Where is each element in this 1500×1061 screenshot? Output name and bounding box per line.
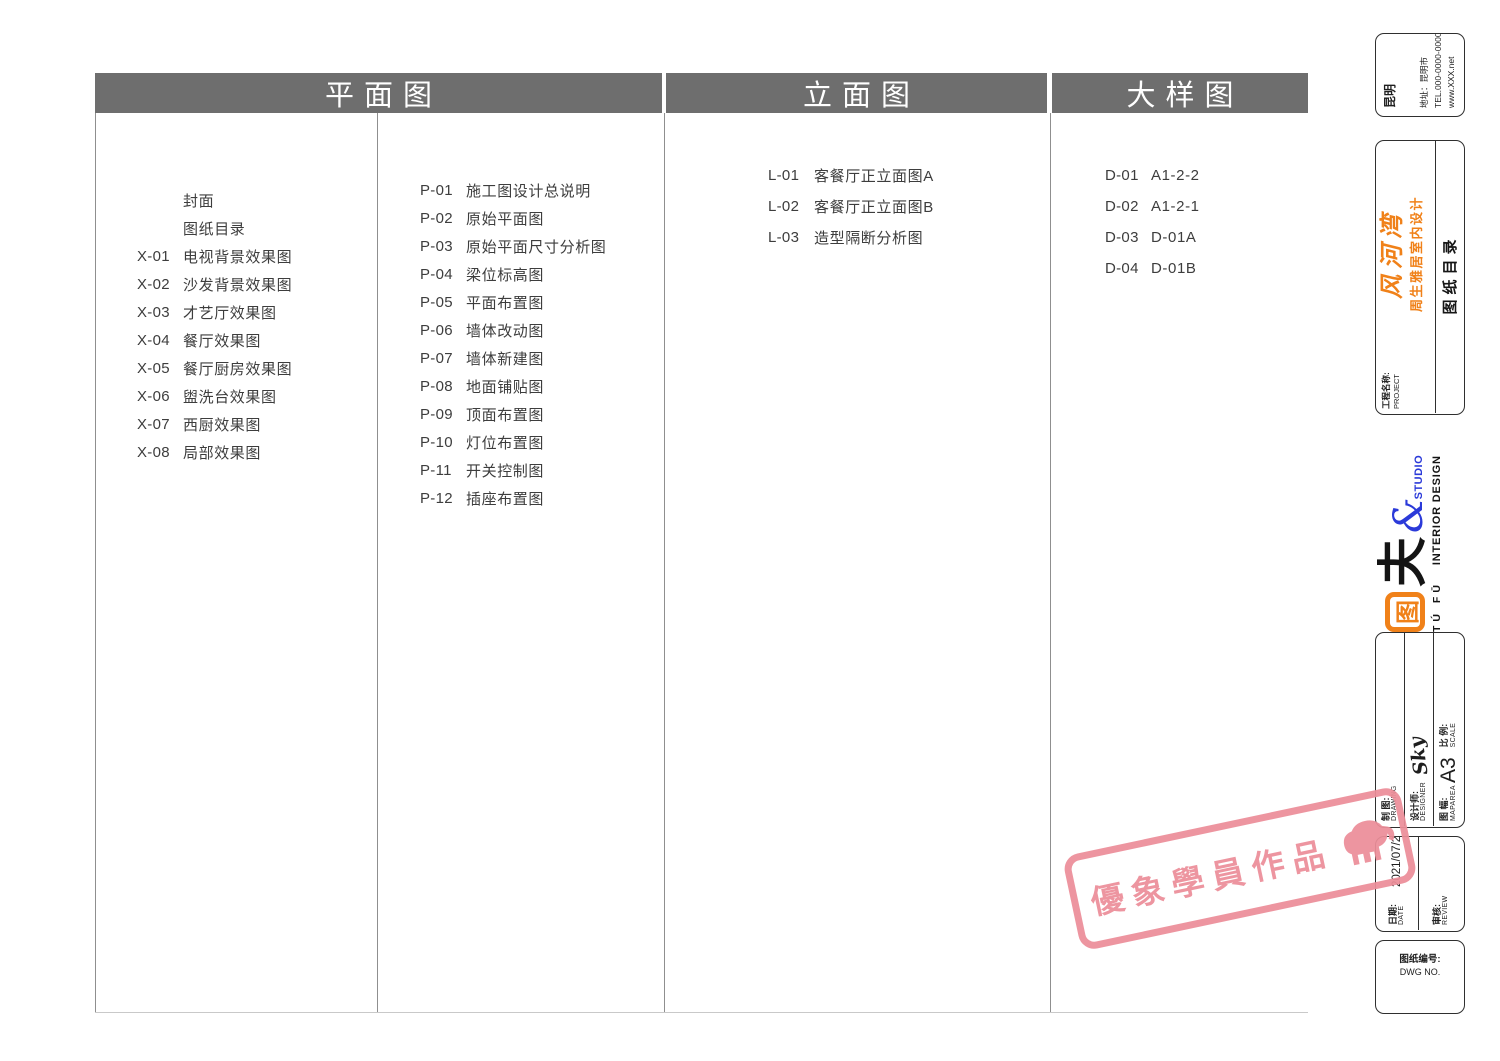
project-label-cn: 工程名称: [1381,372,1391,409]
list-item: P-09 顶面布置图 [420,405,545,424]
list-item: X-03 才艺厅效果图 [137,303,277,322]
logo-fu-glyph: 夫 [1373,537,1432,587]
studio-logo: 图 夫 & STUDIO TÚ FŪ INTERIOR DESIGN [1373,432,1453,632]
list-item: X-02 沙发背景效果图 [137,275,293,294]
list-item: L-02 客餐厅正立面图B [768,198,934,216]
list-item: D-03 D-01A [1105,229,1197,246]
project-box: 工程名称: PROJECT 风河湾 周生雅居室内设计 图纸目录 [1375,140,1465,415]
list-item: P-01 施工图设计总说明 [420,181,591,200]
list-item: P-06 墙体改动图 [420,321,545,340]
field-maparea-value: A3 [1436,757,1460,783]
dwg-no-label-cn: 图纸编号: [1399,954,1441,965]
list-item: X-04 餐厅效果图 [137,331,262,350]
list-item: D-02 A1-2-1 [1105,198,1200,215]
logo-studio-label: STUDIO [1413,454,1425,500]
logo-tu-square-icon: 图 [1385,592,1425,632]
sheet-title: 图纸目录 [1435,141,1462,413]
date-review-box: 日期: DATE 2021/07/27 审核: REVIEW [1375,836,1465,932]
fields-box: 制 图: DRAWING 设计师: DESIGNER Sky 图 幅: MAPA… [1375,632,1465,828]
list-item: P-10 灯位布置图 [420,433,545,452]
field-review: 审核: REVIEW [1431,895,1450,925]
column-header-details: 大样图 [1052,73,1308,113]
plan-sheet-list: P-01 施工图设计总说明 P-02 原始平面图 P-03 原始平面尺寸分析图 P-04 梁位… [420,176,606,512]
logo-pinyin: TÚ FŪ [1431,581,1443,632]
list-item: D-04 D-01B [1105,260,1197,277]
elevation-sheet-list: L-01 客餐厅正立面图A L-02 客餐厅正立面图B L-03 造型隔断分析图 [768,160,934,253]
company-city: 昆明 [1383,83,1397,108]
column-header-elevations: 立面图 [666,73,1047,113]
detail-sheet-list: D-01 A1-2-2 D-02 A1-2-1 D-03 D-01A D-04 D-01B [1105,160,1200,284]
list-item: P-04 梁位标高图 [420,265,545,284]
project-label-en: PROJECT [1392,373,1401,409]
project-brand-logotype: 风河湾 [1377,209,1406,299]
watermark-stamp: 優象學員作品 [1061,785,1419,952]
company-box: 昆明 地址：昆明市 TEL.000-0000-0000 www.XXX.net [1375,33,1465,117]
elephant-icon [1343,820,1394,866]
table-divider-details [1050,113,1051,1012]
table-border-bottom [95,1012,1308,1013]
list-item: 封面 [183,192,215,210]
field-maparea-scale: 图 幅: MAPAREA A3 比 例: SCALE [1436,722,1460,821]
list-item: P-03 原始平面尺寸分析图 [420,237,607,256]
field-designer-value: Sky [1405,735,1433,777]
company-tel: TEL.000-0000-0000 [1432,33,1443,108]
list-item: P-12 插座布置图 [420,489,545,508]
list-item: P-02 原始平面图 [420,209,545,228]
project-name: 周生雅居室内设计 [1409,196,1425,313]
list-item: X-07 西厨效果图 [137,415,262,434]
dwg-no-box: 图纸编号: DWG NO. [1375,940,1465,1014]
list-item: P-08 地面铺贴图 [420,377,545,396]
list-item: P-05 平面布置图 [420,293,545,312]
list-item: 图纸目录 [183,220,246,238]
field-designer: 设计师: DESIGNER Sky [1405,633,1434,826]
list-item: X-01 电视背景效果图 [137,247,293,266]
list-item: P-11 开关控制图 [420,461,545,480]
cover-sheet-list: 封面图纸目录 X-01 电视背景效果图 X-02 沙发背景效果图 X-03 才艺厅效果图 X-… [137,186,292,466]
list-item: L-03 造型隔断分析图 [768,229,924,247]
logo-subtitle: INTERIOR DESIGN [1431,455,1443,566]
table-divider-sub [377,113,378,1012]
company-address: 地址：昆明市 [1419,56,1430,108]
dwg-no-label-en: DWG NO. [1399,967,1441,977]
list-item: D-01 A1-2-2 [1105,167,1200,184]
list-item: L-01 客餐厅正立面图A [768,167,934,185]
table-divider-elevations [664,113,665,1012]
watermark-text: 優象學員作品 [1087,833,1336,921]
list-item: X-08 局部效果图 [137,443,262,462]
company-web: www.XXX.net [1445,56,1456,109]
list-item: P-07 墙体新建图 [420,349,545,368]
column-header-plans: 平面图 [95,73,662,113]
list-item: X-06 盥洗台效果图 [137,387,277,406]
list-item: X-05 餐厅厨房效果图 [137,359,293,378]
table-border-left [95,113,96,1012]
logo-ampersand-icon: & [1386,497,1432,533]
